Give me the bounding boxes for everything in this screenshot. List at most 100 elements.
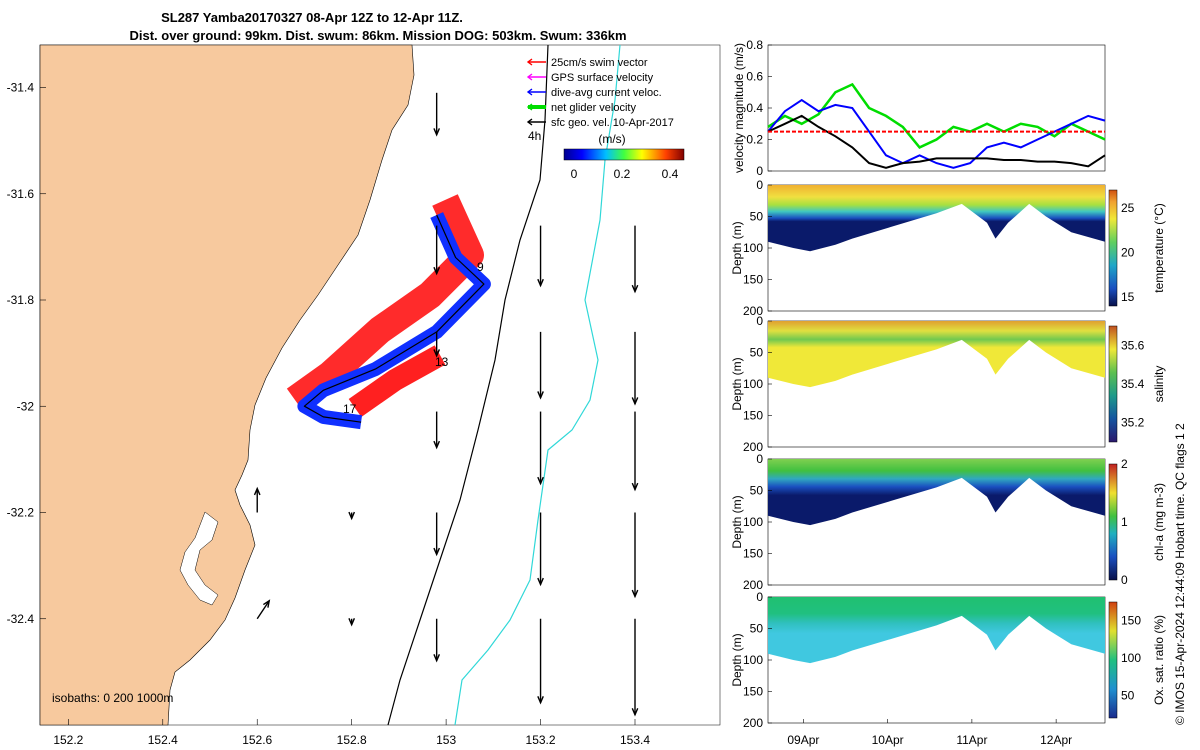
time-tick-label: 09Apr	[787, 733, 819, 747]
section-field	[768, 459, 1105, 526]
section-y-tick-label: 100	[743, 653, 763, 667]
section-y-tick-label: 200	[743, 578, 763, 592]
track-label-17: 17	[343, 402, 357, 416]
legend-label: GPS surface velocity	[551, 72, 654, 84]
track-label-9: 9	[477, 260, 484, 274]
velocity-line	[767, 114, 1106, 169]
section-panel: 0 50 100 150 200 Depth (m) 2 1 0 chl-a (mg m-3)	[730, 452, 1166, 592]
section-colorbar	[1108, 189, 1118, 307]
map-y-tick-label: -31.4	[7, 81, 35, 95]
map-x-tick-label: 152.4	[148, 733, 178, 747]
estuary-water	[179, 511, 219, 606]
legend-label: 25cm/s swim vector	[551, 57, 648, 69]
section-y-tick-label: 200	[743, 440, 763, 454]
geo-velocity-arrow	[537, 512, 544, 587]
isobath-200	[387, 44, 549, 726]
section-colorbar-tick: 50	[1121, 689, 1135, 703]
map-y-tick-label: -32	[17, 399, 35, 413]
map-x-tick-label: 152.2	[53, 733, 83, 747]
geo-velocity-arrow	[348, 618, 356, 627]
section-y-tick-label: 150	[743, 409, 763, 423]
speed-colorbar-tick-label: 0.4	[662, 167, 679, 181]
map-x-tick-label: 152.6	[242, 733, 272, 747]
legend-entry: net glider velocity	[526, 102, 636, 114]
section-y-tick-label: 150	[743, 547, 763, 561]
section-y-tick-label: 50	[750, 484, 764, 498]
section-colorbar	[1108, 463, 1118, 581]
geo-velocity-arrow	[631, 512, 639, 599]
track-label-13: 13	[435, 355, 449, 369]
geo-velocity-arrow	[256, 599, 271, 620]
section-y-tick-label: 150	[743, 273, 763, 287]
section-colorbar	[1108, 601, 1118, 719]
section-colorbar-tick: 25	[1121, 201, 1135, 215]
map-x-tick-label: 152.8	[337, 733, 367, 747]
section-colorbar-tick: 15	[1121, 290, 1135, 304]
glider-track-core	[303, 214, 485, 423]
section-colorbar-label: chl-a (mg m-3)	[1152, 483, 1166, 561]
figure-title: SL287 Yamba20170327 08-Apr 12Z to 12-Apr…	[161, 10, 463, 25]
section-y-tick-label: 0	[756, 590, 763, 604]
map-y-ticks: -31.4 -31.6 -31.8 -32 -32.2 -32.4	[7, 81, 46, 626]
section-ylabel: Depth (m)	[730, 357, 744, 410]
legend-entry: 25cm/s swim vector	[526, 57, 648, 69]
velocity-panel: 0 0.2 0.4 0.6 0.8 velocity magnitude (m/s)	[732, 38, 1106, 178]
section-colorbar-tick: 1	[1121, 515, 1128, 529]
velocity-y-tick-label: 0	[756, 164, 763, 178]
geo-velocity-arrow	[537, 225, 544, 288]
velocity-y-tick-label: 0.8	[746, 38, 763, 52]
section-colorbar-tick: 35.6	[1121, 338, 1145, 352]
section-ylabel: Depth (m)	[730, 495, 744, 548]
time-step-label: 4h	[528, 129, 541, 143]
map-x-tick-label: 153.4	[620, 733, 650, 747]
figure-subtitle: Dist. over ground: 99km. Dist. swum: 86k…	[129, 28, 626, 43]
isobaths-label: isobaths: 0 200 1000m	[52, 691, 173, 705]
map-panel: 152.2 152.4 152.6 152.8 153 153.2 153.4 -31.4-…	[7, 44, 721, 747]
geo-velocity-arrow	[631, 618, 639, 717]
section-field	[768, 321, 1105, 388]
section-y-tick-label: 100	[743, 515, 763, 529]
imos-credit: © IMOS 15-Apr-2024 12:44:09 Hobart time.…	[1173, 423, 1187, 725]
speed-colorbar-title: (m/s)	[598, 132, 625, 146]
swim-vectors-band	[286, 194, 484, 412]
map-y-tick-label: -32.2	[7, 506, 35, 520]
section-y-tick-label: 100	[743, 241, 763, 255]
geo-velocity-arrow	[253, 486, 261, 513]
section-y-tick-label: 150	[743, 685, 763, 699]
section-y-tick-label: 0	[756, 452, 763, 466]
map-legend: 25cm/s swim vector GPS surface velocity di…	[526, 57, 674, 129]
geo-velocity-arrow	[433, 92, 441, 137]
section-ylabel: Depth (m)	[730, 633, 744, 686]
geo-velocity-arrow	[631, 411, 639, 492]
section-colorbar-label: salinity	[1152, 366, 1166, 403]
geo-velocity-arrow	[348, 511, 356, 521]
speed-colorbar-ticks: 0 0.2 0.4	[571, 167, 679, 181]
velocity-ylabel: velocity magnitude (m/s)	[732, 43, 746, 173]
swim-vectors-band-lower	[348, 345, 446, 418]
legend-entry: GPS surface velocity	[526, 72, 654, 84]
section-colorbar-tick: 2	[1121, 457, 1128, 471]
section-y-tick-label: 0	[756, 178, 763, 192]
section-y-tick-label: 50	[750, 622, 764, 636]
section-colorbar-tick: 0	[1121, 573, 1128, 587]
velocity-y-tick-label: 0.4	[746, 101, 763, 115]
section-colorbar-tick: 20	[1121, 245, 1135, 259]
section-colorbar-label: temperature (°C)	[1152, 203, 1166, 293]
velocity-y-tick-label: 0.6	[746, 70, 763, 84]
section-colorbar-tick: 100	[1121, 651, 1141, 665]
map-x-tick-label: 153.2	[526, 733, 556, 747]
velocity-y-ticks: 0 0.2 0.4 0.6 0.8	[746, 38, 772, 178]
time-tick-label: 12Apr	[1040, 733, 1072, 747]
section-panel: 0 50 100 150 200 Depth (m) 35.6 35.4 35.2 salinit…	[730, 314, 1166, 454]
geo-velocity-arrow	[433, 618, 441, 663]
time-axis-ticks: 09Apr 10Apr 11Apr 12Apr	[787, 719, 1072, 747]
section-y-tick-label: 200	[743, 716, 763, 730]
section-colorbar	[1108, 325, 1118, 443]
velocity-series	[767, 82, 1106, 169]
velocity-y-tick-label: 0.2	[746, 133, 763, 147]
section-y-tick-label: 0	[756, 314, 763, 328]
geo-velocity-arrow	[537, 411, 544, 486]
geo-velocity-arrow	[433, 411, 441, 450]
speed-colorbar-tick-label: 0	[571, 167, 578, 181]
